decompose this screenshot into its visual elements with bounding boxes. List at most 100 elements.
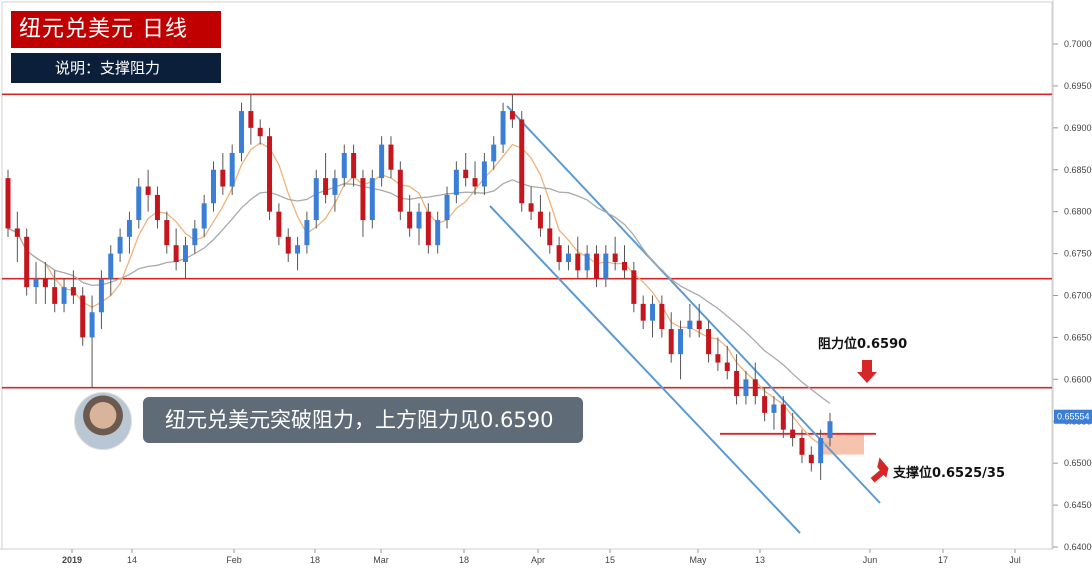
candle-down	[360, 178, 366, 221]
candle-up	[818, 438, 824, 464]
candle-up	[98, 278, 104, 313]
x-tick-label: 17	[938, 555, 948, 565]
candle-up	[771, 404, 777, 413]
x-tick-label: 13	[755, 555, 765, 565]
candle-up	[827, 421, 833, 439]
support-zone-box	[822, 433, 864, 455]
candle-down	[80, 295, 86, 338]
support-label: 支撑位0.6525/35	[893, 466, 1006, 481]
candle-down	[472, 178, 478, 187]
channel-lower-line	[489, 205, 801, 534]
candle-down	[407, 211, 413, 229]
candle-down	[631, 270, 637, 304]
candle-up	[229, 152, 235, 187]
candle-down	[5, 178, 11, 229]
candle-down	[70, 287, 76, 296]
candle-down	[463, 169, 469, 179]
candle-up	[584, 253, 590, 271]
chart-title: 纽元兑美元 日线	[11, 11, 221, 48]
candle-up	[650, 303, 656, 321]
candle-up	[678, 329, 684, 355]
candle-up	[33, 278, 39, 288]
candle-down	[42, 278, 48, 288]
x-tick-label: Jun	[863, 555, 878, 565]
candle-down	[52, 287, 58, 304]
candle-down	[248, 111, 254, 128]
horizontal-levels	[2, 93, 1052, 389]
candle-up	[61, 287, 67, 304]
candle-down	[715, 354, 721, 363]
candle-up	[211, 169, 216, 204]
current-price-label: 0.65554	[1057, 412, 1090, 422]
candle-down	[537, 211, 543, 229]
candle-up	[444, 194, 450, 221]
candle-up	[313, 178, 319, 221]
candle-down	[388, 144, 394, 170]
candle-down	[528, 203, 534, 212]
candle-down	[724, 362, 730, 371]
candle-down	[267, 136, 273, 212]
chart-subtitle: 说明：支撑阻力	[11, 53, 221, 83]
candle-down	[173, 245, 179, 262]
candle-up	[453, 169, 459, 195]
candle-up	[341, 152, 347, 179]
candle-down	[509, 111, 515, 120]
candle-down	[575, 253, 581, 271]
ma-slow-line	[7, 179, 831, 404]
channel-upper-line	[506, 105, 881, 504]
candle-up	[89, 312, 95, 338]
candle-up	[481, 161, 487, 187]
candle-down	[323, 178, 329, 195]
candle-down	[285, 236, 291, 254]
ma-fast-line	[7, 142, 831, 446]
candle-up	[369, 178, 375, 221]
analyst-avatar	[74, 392, 132, 450]
candle-up	[565, 253, 571, 262]
candle-up	[239, 111, 245, 153]
candle-up	[416, 211, 422, 229]
candle-down	[762, 396, 768, 413]
support-arrow	[870, 457, 889, 483]
candle-down	[220, 169, 226, 187]
candle-down	[14, 228, 20, 237]
x-tick-label: 18	[310, 555, 320, 565]
candle-down	[668, 329, 674, 355]
x-tick-label: 15	[605, 555, 615, 565]
candle-down	[706, 329, 712, 355]
candle-down	[397, 169, 403, 212]
candle-down	[790, 429, 796, 439]
x-tick-label: Feb	[226, 555, 242, 565]
candle-down	[640, 303, 646, 321]
candle-down	[547, 228, 553, 246]
candle-down	[164, 220, 170, 246]
resistance-arrow	[857, 360, 877, 383]
callout-text: 纽元兑美元突破阻力，上方阻力见0.6590	[143, 397, 583, 443]
candle-down	[351, 152, 357, 179]
candle-up	[603, 253, 609, 279]
candle-up	[295, 245, 301, 254]
x-tick-label: 2019	[62, 555, 82, 565]
candle-up	[136, 186, 142, 221]
candle-down	[519, 119, 525, 204]
x-tick-label: May	[689, 555, 707, 565]
candle-up	[304, 220, 310, 246]
candle-up	[379, 144, 385, 179]
candle-down	[154, 194, 160, 221]
candle-up	[117, 236, 123, 254]
candle-up	[491, 144, 497, 162]
x-tick-label: Jul	[1009, 555, 1021, 565]
x-axis: 2019 14 Feb 18 Mar 18 Apr 15 May 13 Jun 17 Jul	[0, 548, 1053, 565]
candle-up	[435, 220, 441, 246]
